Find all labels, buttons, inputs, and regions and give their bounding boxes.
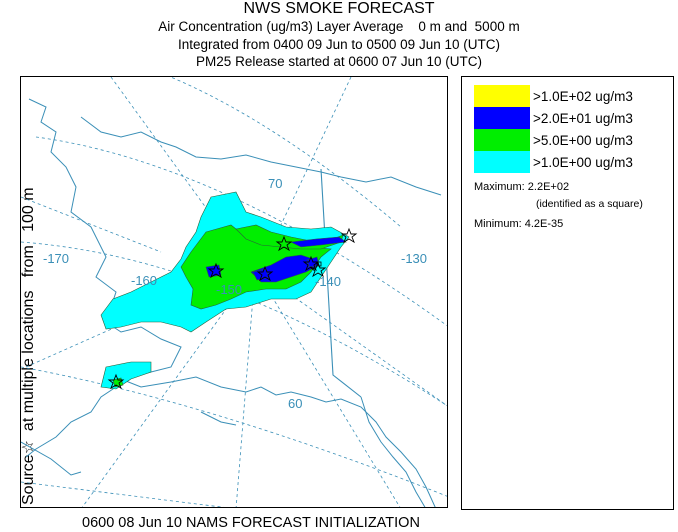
footer-initialization: 0600 08 Jun 10 NAMS FORECAST INITIALIZAT… (82, 515, 420, 531)
longitude-line-160 (81, 271, 254, 507)
legend-swatch-yellow (474, 85, 530, 107)
legend-minimum: Minimum: 4.2E-35 (474, 218, 564, 230)
coastline-kodiak (200, 411, 237, 426)
latitude-line-75 (169, 77, 402, 228)
lon-label-150: -150 (216, 282, 242, 297)
star-outline-icon (302, 255, 320, 272)
lat-label-70: 70 (268, 176, 282, 191)
longitude-line-150 (235, 271, 256, 507)
star-outline-icon (107, 373, 125, 390)
legend-panel: >1.0E+02 ug/m3 >2.0E+01 ug/m3 >5.0E+00 u… (461, 76, 674, 510)
lon-label-170: -170 (43, 251, 69, 266)
lon-label-130: -130 (401, 251, 427, 266)
legend-item: >1.0E+02 ug/m3 (474, 85, 633, 107)
legend-label: >2.0E+01 ug/m3 (533, 110, 633, 126)
coastline-gulf (115, 376, 436, 507)
lon-label-160: -160 (131, 273, 157, 288)
legend-label: >5.0E+00 ug/m3 (533, 132, 633, 148)
star-outline-icon (275, 235, 293, 252)
legend-item: >1.0E+00 ug/m3 (474, 151, 633, 173)
lat-label-60: 60 (288, 396, 302, 411)
legend-maximum: Maximum: 2.2E+02 (474, 181, 570, 193)
coastline-aleutian (21, 441, 82, 476)
alaska-map: -170 -160 -150 -140 -130 70 60 (21, 77, 447, 507)
plume-contour-20-east (289, 236, 347, 248)
latitude-line-55 (21, 481, 225, 507)
star-outline-icon (309, 261, 327, 278)
longitude-line-175 (21, 196, 162, 253)
coastline-west (25, 98, 182, 458)
star-outline-icon (340, 227, 358, 244)
source-markers (107, 227, 358, 390)
legend-label: >1.0E+02 ug/m3 (533, 88, 633, 104)
map-panel: -170 -160 -150 -140 -130 70 60 (20, 76, 448, 508)
subtitle-concentration: Air Concentration (ug/m3) Layer Average … (158, 19, 520, 34)
subtitle-integration: Integrated from 0400 09 Jun to 0500 09 J… (178, 37, 500, 52)
maximum-square-marker (316, 261, 322, 267)
longitude-line-140 (256, 271, 401, 507)
legend-swatch-green (474, 129, 530, 151)
star-outline-icon (207, 262, 225, 279)
plume-contour-1-south (100, 361, 152, 390)
legend-maximum-note: (identified as a square) (536, 198, 643, 210)
legend-item: >5.0E+00 ug/m3 (474, 129, 633, 151)
chart-title: NWS SMOKE FORECAST (243, 0, 435, 17)
lon-label-140: -140 (315, 274, 341, 289)
legend-swatch-blue (474, 107, 530, 129)
star-outline-icon (256, 265, 274, 282)
subtitle-release: PM25 Release started at 0600 07 Jun 10 (… (196, 54, 482, 69)
coastline-panhandle (360, 396, 426, 507)
legend-swatch-cyan (474, 151, 530, 173)
legend-label: >1.0E+00 ug/m3 (533, 154, 633, 170)
coastline-north (80, 116, 442, 196)
latitude-line-65 (21, 241, 447, 407)
legend-item: >2.0E+01 ug/m3 (474, 107, 633, 129)
latitude-line-60 (21, 366, 447, 497)
coastline (21, 98, 442, 507)
